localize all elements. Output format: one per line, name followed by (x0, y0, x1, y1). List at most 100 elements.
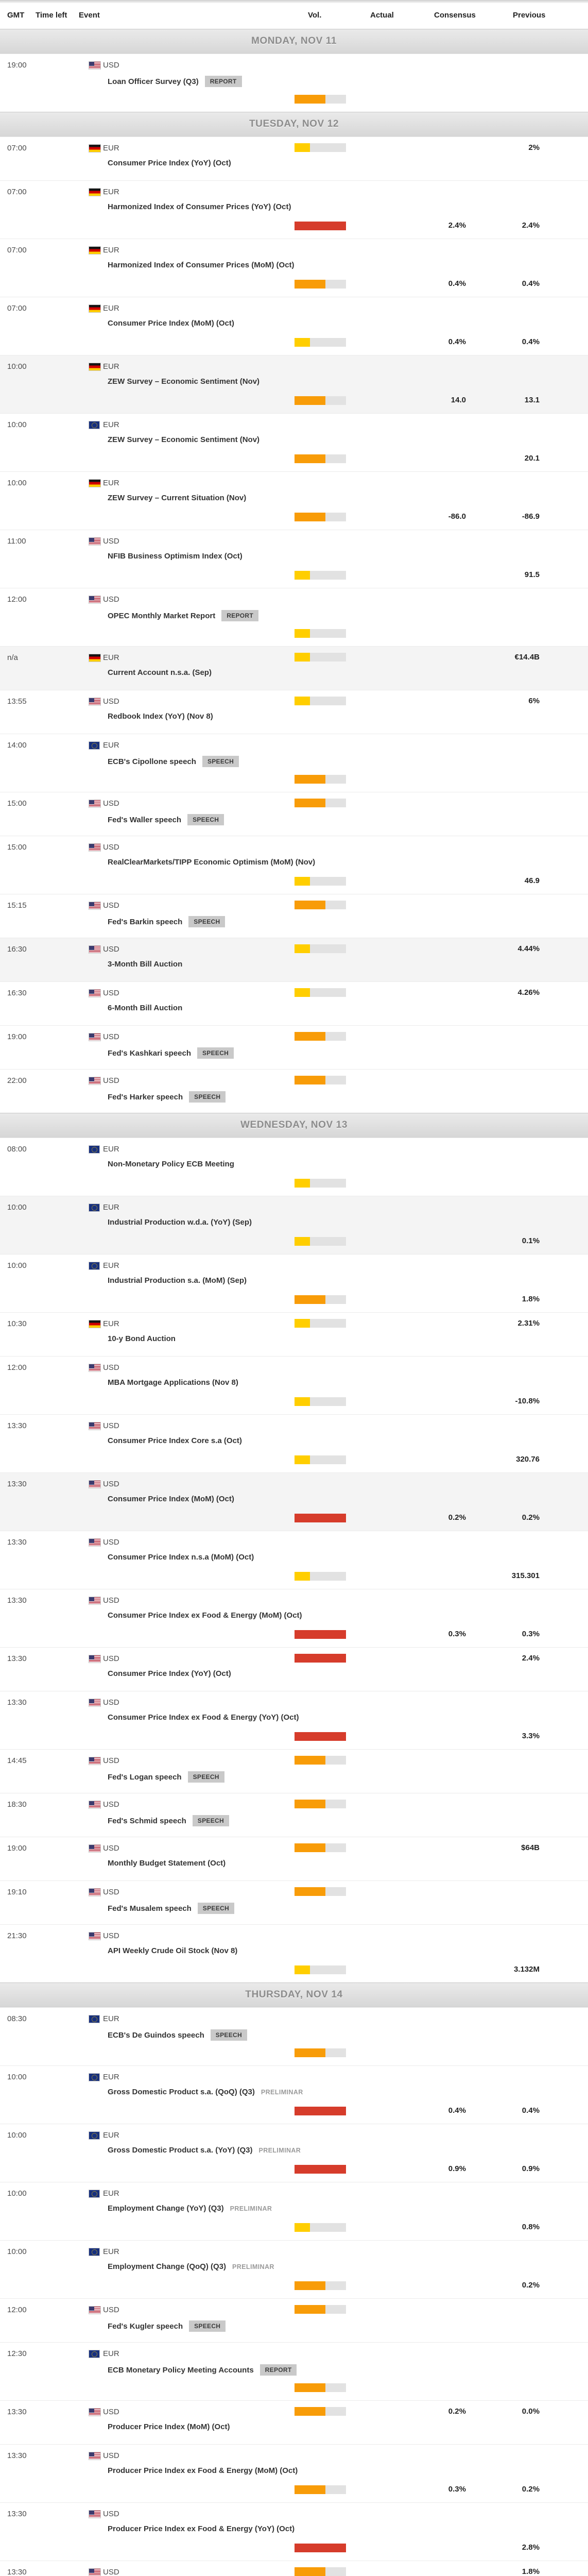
event-time: 12:00 (7, 1363, 27, 1372)
column-header-consensus: Consensus (434, 11, 476, 20)
currency-code: EUR (103, 362, 119, 371)
event-row[interactable]: 11:00 USD NFIB Business Optimism Index (Oc… (0, 530, 588, 588)
previous-value: 315.301 (511, 1571, 540, 1580)
event-time: 13:30 (7, 1654, 27, 1663)
volatility-bar (295, 775, 346, 784)
event-row[interactable]: 10:00 EUR ZEW Survey – Current Situation (… (0, 471, 588, 530)
volatility-bar (295, 1732, 346, 1741)
event-badge[interactable]: SPEECH (187, 1771, 224, 1783)
event-row[interactable]: 22:00 USD Fed's Harker speech SPEECH (0, 1069, 588, 1113)
event-row[interactable]: 15:00 USD Fed's Waller speech SPEECH (0, 792, 588, 836)
event-row[interactable]: 10:30 EUR 10-y Bond Auction 2.31% (0, 1312, 588, 1356)
event-badge[interactable]: SPEECH (192, 1815, 229, 1826)
event-title: Employment Change (QoQ) (Q3) (108, 2262, 227, 2271)
event-badge[interactable]: SPEECH (187, 814, 224, 825)
currency-code: EUR (103, 2189, 119, 2198)
event-row[interactable]: 10:00 EUR Industrial Production w.d.a. (Yo… (0, 1196, 588, 1254)
event-row[interactable]: 10:00 EUR Industrial Production s.a. (MoM)… (0, 1254, 588, 1312)
volatility-bar (295, 1887, 346, 1896)
event-row[interactable]: 08:00 EUR Non-Monetary Policy ECB Meeting (0, 1138, 588, 1196)
event-row[interactable]: 12:00 USD Fed's Kugler speech SPEECH (0, 2298, 588, 2342)
event-row[interactable]: 10:00 EUR ZEW Survey – Economic Sentiment … (0, 413, 588, 471)
event-badge[interactable]: SPEECH (210, 2029, 247, 2041)
event-row[interactable]: 10:00 EUR Employment Change (QoQ) (Q3) PREL… (0, 2240, 588, 2298)
event-badge[interactable]: SPEECH (189, 2320, 226, 2332)
event-row[interactable]: 13:30 USD Producer Price Index (MoM) (Oct)… (0, 2400, 588, 2444)
event-row[interactable]: 10:00 EUR Gross Domestic Product s.a. (YoY… (0, 2124, 588, 2182)
event-row[interactable]: 10:00 EUR Gross Domestic Product s.a. (QoQ… (0, 2065, 588, 2124)
event-row[interactable]: 12:00 USD OPEC Monthly Market Report REPORT (0, 588, 588, 646)
volatility-bar (295, 143, 346, 152)
event-badge[interactable]: REPORT (221, 610, 258, 621)
event-title-line: Fed's Harker speech SPEECH (108, 1091, 226, 1103)
event-row[interactable]: 15:15 USD Fed's Barkin speech SPEECH (0, 894, 588, 938)
event-row[interactable]: 13:30 USD Producer Price Index ex Food & E… (0, 2444, 588, 2502)
event-badge[interactable]: SPEECH (197, 1047, 234, 1059)
event-time: 15:00 (7, 843, 27, 852)
event-row[interactable]: 07:00 EUR Consumer Price Index (MoM) (Oct)… (0, 297, 588, 355)
event-badge[interactable]: SPEECH (197, 1903, 234, 1914)
event-row[interactable]: 16:30 USD 6-Month Bill Auction 4.26% (0, 981, 588, 1025)
event-row[interactable]: 18:30 USD Fed's Schmid speech SPEECH (0, 1793, 588, 1837)
volatility-bar (295, 799, 346, 807)
event-row[interactable]: 13:30 USD Consumer Price Index ex Food & E… (0, 1589, 588, 1647)
consensus-value: 2.4% (448, 221, 466, 230)
event-row[interactable]: 07:00 EUR Consumer Price Index (YoY) (Oct)… (0, 137, 588, 180)
event-row[interactable]: 19:10 USD Fed's Musalem speech SPEECH (0, 1880, 588, 1924)
event-row[interactable]: 13:30 USD Consumer Price Index n.s.a (MoM)… (0, 1531, 588, 1589)
event-time: 07:00 (7, 304, 27, 313)
event-title-line: Fed's Kashkari speech SPEECH (108, 1047, 234, 1059)
flag-us-icon (89, 800, 101, 808)
event-title: Gross Domestic Product s.a. (YoY) (Q3) (108, 2146, 253, 2155)
event-row[interactable]: 10:00 EUR ZEW Survey – Economic Sentiment … (0, 355, 588, 413)
event-row[interactable]: 15:00 USD RealClearMarkets/TIPP Economic O… (0, 836, 588, 894)
event-row[interactable]: 08:30 EUR ECB's De Guindos speech SPEECH (0, 2007, 588, 2065)
event-row[interactable]: 13:55 USD Redbook Index (YoY) (Nov 8) 6% (0, 690, 588, 734)
event-title-line: 3-Month Bill Auction (108, 960, 182, 969)
event-row[interactable]: 13:30 USD Consumer Price Index Core s.a (O… (0, 1414, 588, 1472)
event-row[interactable]: 10:00 EUR Employment Change (YoY) (Q3) PREL… (0, 2182, 588, 2240)
event-row[interactable]: 13:30 USD Producer Price Index ex Food & E… (0, 2502, 588, 2561)
event-row[interactable]: 19:00 USD Fed's Kashkari speech SPEECH (0, 1025, 588, 1069)
event-row[interactable]: 16:30 USD 3-Month Bill Auction 4.44% (0, 938, 588, 981)
volatility-bar (295, 1572, 346, 1581)
event-badge[interactable]: SPEECH (188, 916, 226, 927)
previous-value: -10.8% (515, 1397, 540, 1405)
event-title-line: Fed's Kugler speech SPEECH (108, 2320, 226, 2332)
currency-code: EUR (103, 741, 119, 750)
event-row[interactable]: n/a EUR Current Account n.s.a. (Sep) €14.4B (0, 646, 588, 690)
event-row[interactable]: 14:00 EUR ECB's Cipollone speech SPEECH (0, 734, 588, 792)
event-title-line: Fed's Musalem speech SPEECH (108, 1903, 234, 1914)
event-row[interactable]: 07:00 EUR Harmonized Index of Consumer Pri… (0, 239, 588, 297)
event-row[interactable]: 12:00 USD MBA Mortgage Applications (Nov 8… (0, 1356, 588, 1414)
event-title-line: Producer Price Index (MoM) (Oct) (108, 2422, 230, 2432)
event-title-line: Gross Domestic Product s.a. (QoQ) (Q3) PR… (108, 2088, 303, 2097)
event-row[interactable]: 13:30 USD Consumer Price Index (YoY) (Oct)… (0, 1647, 588, 1691)
event-title: Industrial Production s.a. (MoM) (Sep) (108, 1276, 247, 1285)
currency-code: USD (103, 843, 119, 852)
event-badge[interactable]: REPORT (260, 2364, 297, 2376)
event-title: Harmonized Index of Consumer Prices (YoY… (108, 202, 291, 211)
volatility-bar (295, 1800, 346, 1808)
event-row[interactable]: 14:45 USD Fed's Logan speech SPEECH (0, 1749, 588, 1793)
event-row[interactable]: 07:00 EUR Harmonized Index of Consumer Pri… (0, 180, 588, 239)
event-row[interactable]: 13:30 USD Consumer Price Index ex Food & E… (0, 1691, 588, 1749)
event-badge[interactable]: SPEECH (202, 756, 239, 767)
event-badge[interactable]: REPORT (204, 76, 242, 87)
event-title: 6-Month Bill Auction (108, 1004, 183, 1012)
event-row[interactable]: 19:00 USD Monthly Budget Statement (Oct) $6… (0, 1837, 588, 1880)
volatility-bar (295, 944, 346, 953)
flag-eu-icon (89, 2073, 100, 2081)
event-row[interactable]: 19:00 USD Loan Officer Survey (Q3) REPORT (0, 54, 588, 112)
previous-value: 1.8% (522, 1295, 540, 1303)
event-badge[interactable]: SPEECH (189, 1091, 226, 1103)
currency-code: USD (103, 1698, 119, 1707)
column-header-time-left: Time left (36, 11, 67, 20)
event-time: 07:00 (7, 246, 27, 255)
event-row[interactable]: 13:30 USD Consumer Price Index (MoM) (Oct)… (0, 1472, 588, 1531)
volatility-bar (295, 2223, 346, 2232)
event-row[interactable]: 21:30 USD API Weekly Crude Oil Stock (Nov … (0, 1924, 588, 1982)
event-row[interactable]: 12:30 EUR ECB Monetary Policy Meeting Acco… (0, 2342, 588, 2400)
flag-eu-icon (89, 2015, 100, 2023)
